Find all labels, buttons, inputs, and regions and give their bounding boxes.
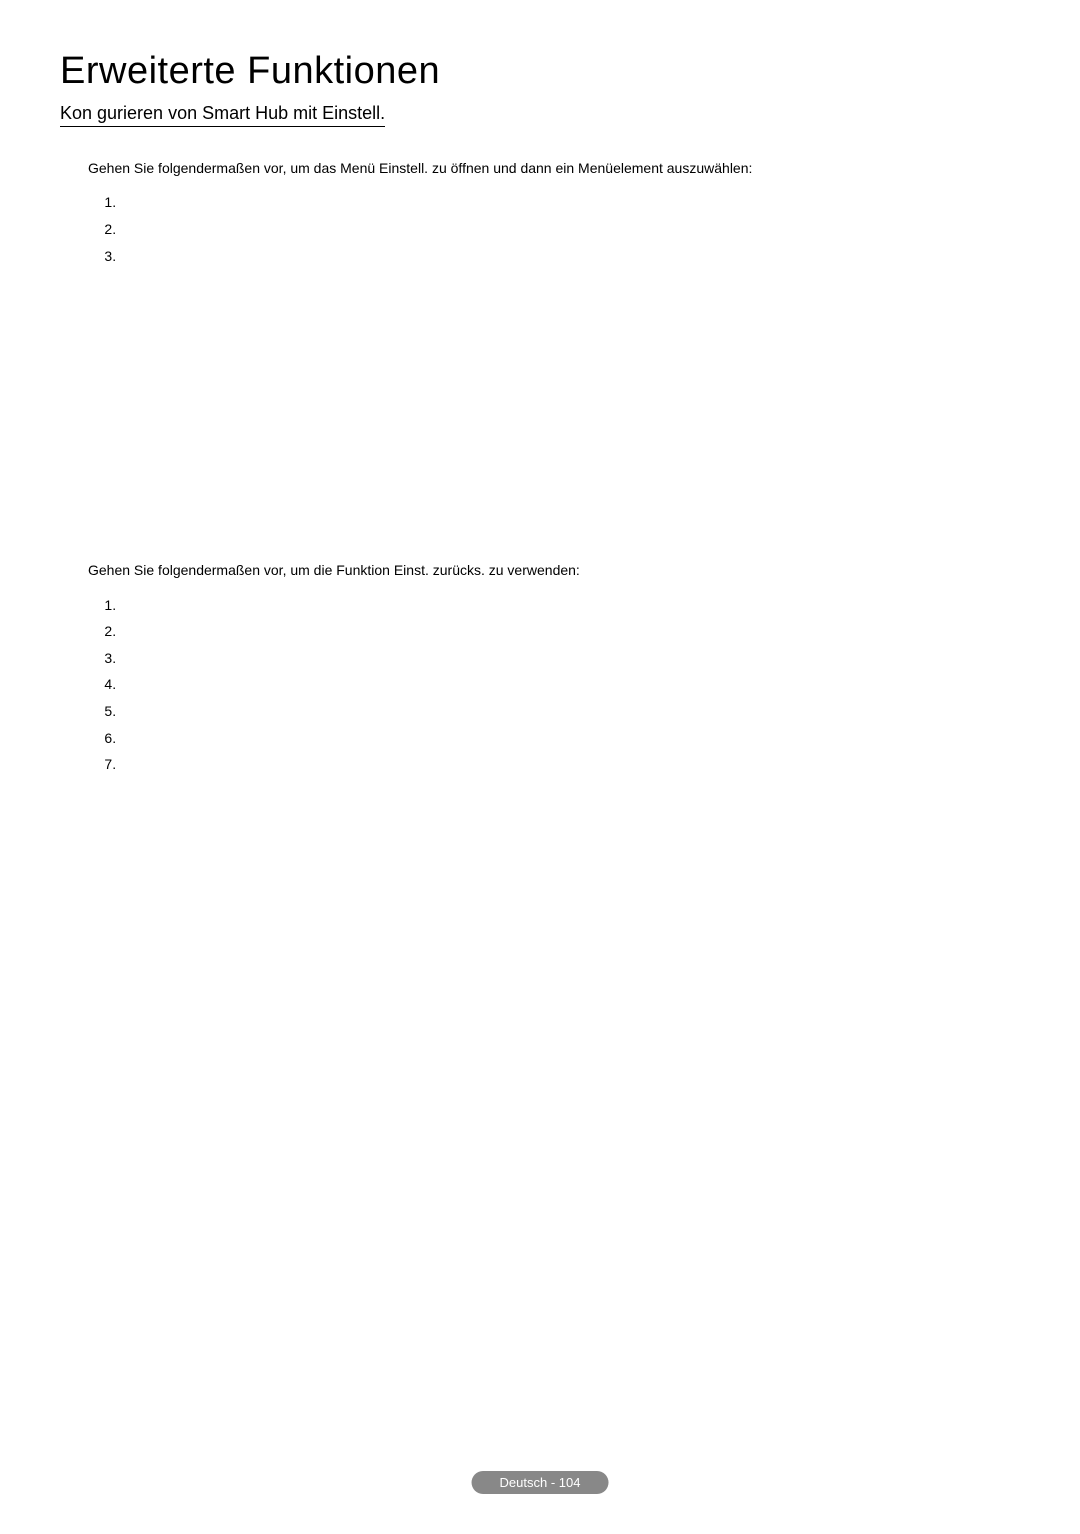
list-item: [120, 243, 1020, 270]
page-footer: Deutsch - 104: [472, 1471, 609, 1494]
list-item: [120, 645, 1020, 672]
steps-list-1: [120, 189, 1020, 269]
list-item: [120, 592, 1020, 619]
list-item: [120, 698, 1020, 725]
list-item: [120, 671, 1020, 698]
list-item: [120, 618, 1020, 645]
intro-paragraph-2: Gehen Sie folgendermaßen vor, um die Fun…: [88, 559, 1020, 581]
page-title: Erweiterte Funktionen: [60, 50, 1020, 93]
list-item: [120, 725, 1020, 752]
list-item: [120, 751, 1020, 778]
section-subheading: Kon gurieren von Smart Hub mit Einstell.: [60, 103, 385, 127]
steps-list-2: [120, 592, 1020, 778]
list-item: [120, 216, 1020, 243]
intro-paragraph-1: Gehen Sie folgendermaßen vor, um das Men…: [88, 157, 1020, 179]
list-item: [120, 189, 1020, 216]
